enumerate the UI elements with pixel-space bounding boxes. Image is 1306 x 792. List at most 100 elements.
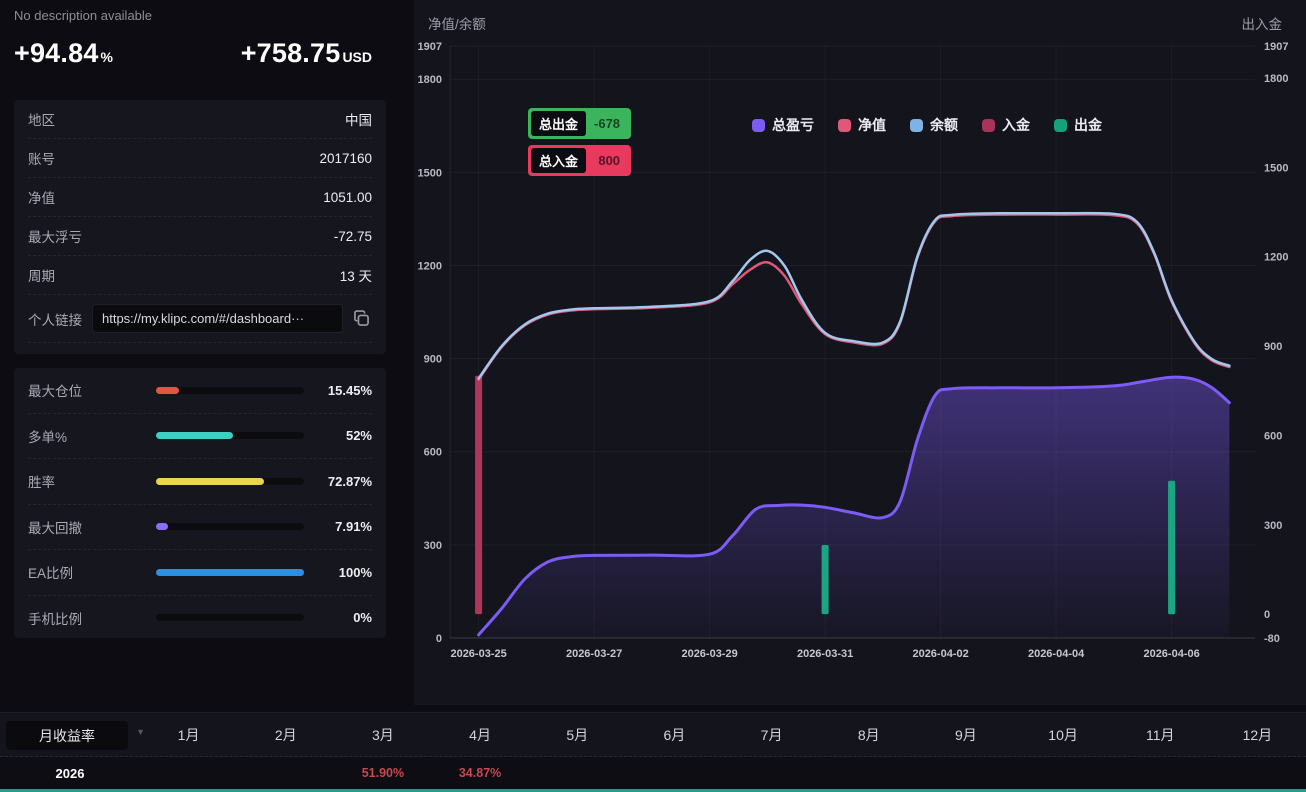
month-return-value: 34.87% [458, 766, 502, 780]
legend-swatch-icon [752, 118, 765, 132]
summary-badge-value: -678 [594, 116, 621, 131]
stat-bar-fill [156, 386, 179, 394]
legend-swatch-icon [982, 118, 995, 132]
line-pnl[interactable] [477, 375, 1231, 637]
legend-item[interactable]: 入金 [982, 115, 1030, 135]
legend-item[interactable]: 总盈亏 [752, 115, 814, 135]
svg-text:300: 300 [424, 540, 442, 552]
svg-text:2026-04-04: 2026-04-04 [1028, 648, 1085, 660]
month-header: 2月 [274, 726, 297, 743]
stat-row: 手机比例 0% [28, 596, 372, 641]
month-header: 10月 [1048, 726, 1078, 743]
account-info-panel: 地区 中国账号 2017160 净值 1051.00 最大浮亏 -72.75 周期 13 天 个… [14, 100, 386, 354]
stat-label: 胜率 [28, 475, 55, 491]
year-label: 2026 [55, 765, 85, 781]
account-row-value: 2017160 [319, 150, 372, 166]
svg-text:-80: -80 [1264, 633, 1280, 645]
gain-amount-value: +758.75 [240, 38, 341, 68]
account-row-label: 周期 [28, 269, 55, 284]
stat-bar-track [156, 523, 304, 531]
stat-bar-fill [156, 523, 168, 531]
svg-text:2026-03-25: 2026-03-25 [450, 648, 506, 660]
account-row-label: 地区 [28, 113, 55, 128]
stat-row: 最大回撤 7.91% [28, 505, 372, 550]
left-axis-title: 净值/余额 [428, 17, 486, 32]
legend-item[interactable]: 净值 [838, 115, 886, 135]
stat-bar-track [156, 477, 304, 485]
summary-badge: 总入金 800 [528, 145, 632, 176]
svg-text:2026-04-06: 2026-04-06 [1143, 648, 1199, 660]
svg-text:0: 0 [1264, 609, 1270, 621]
stat-bar-track [156, 614, 304, 622]
legend-item[interactable]: 出金 [1054, 115, 1102, 135]
legend-item[interactable]: 余额 [910, 115, 958, 135]
svg-text:0: 0 [436, 633, 442, 645]
svg-text:1500: 1500 [1264, 162, 1288, 174]
stat-label: 多单% [28, 429, 68, 445]
legend-label: 总盈亏 [772, 117, 814, 133]
account-row-value: -72.75 [333, 228, 372, 244]
svg-text:1907: 1907 [1264, 41, 1288, 53]
svg-text:1907: 1907 [418, 41, 442, 53]
bar-deposit[interactable] [475, 375, 483, 615]
gain-percent-unit: % [100, 49, 113, 65]
copy-icon [354, 310, 369, 326]
svg-text:2026-04-02: 2026-04-02 [912, 648, 968, 660]
summary-badge-label: 总出金 [531, 111, 587, 136]
account-row-label: 账号 [28, 152, 55, 167]
legend-swatch-icon [1054, 118, 1067, 132]
chart-panel: 净值/余额 出入金 总出金 -678 总入金 800 总盈亏 净值 余额 入金 出金 0 300… [414, 0, 1306, 705]
svg-text:1800: 1800 [1264, 73, 1288, 85]
stat-value: 0% [353, 610, 372, 626]
account-row: 周期 13 天 [28, 256, 372, 295]
stats-panel: 最大仓位 15.45% 多单% 52% 胜率 72.87% 最大回撤 7.91% EA比例 100… [14, 368, 386, 638]
svg-text:300: 300 [1264, 520, 1282, 532]
monthly-selector-label: 月收益率 [39, 727, 95, 744]
summary-badge: 总出金 -678 [528, 108, 632, 139]
legend-label: 入金 [1002, 117, 1030, 133]
account-row-value: 13 天 [339, 269, 372, 284]
month-header: 7月 [760, 726, 783, 743]
pnl-area [478, 377, 1230, 638]
stats-list: 最大仓位 15.45% 多单% 52% 胜率 72.87% 最大回撤 7.91% EA比例 100… [28, 368, 372, 640]
svg-text:900: 900 [1264, 341, 1282, 353]
personal-link-label: 个人链接 [28, 312, 82, 328]
dropdown-caret-icon: ▾ [138, 727, 144, 738]
month-header: 1月 [177, 726, 200, 743]
legend-label: 净值 [858, 117, 886, 133]
stat-value: 100% [338, 564, 372, 580]
stat-label: EA比例 [28, 566, 74, 582]
personal-link-input[interactable]: https://my.klipc.com/#/dashboard··· [92, 304, 343, 333]
personal-link-row: 个人链接 https://my.klipc.com/#/dashboard··· [28, 295, 372, 343]
account-row-value: 1051.00 [323, 189, 372, 205]
svg-text:2026-03-31: 2026-03-31 [797, 648, 853, 660]
monthly-selector[interactable]: 月收益率 [6, 721, 128, 750]
axis-tick-labels: 0 300 600 900 1200 1500 1800 1907 -80 0 300 600 900 1… [418, 41, 1289, 660]
account-row: 地区 中国 [28, 100, 372, 139]
performance-chart[interactable]: 0 300 600 900 1200 1500 1800 1907 -80 0 300 600 900 1… [414, 0, 1306, 705]
svg-text:1500: 1500 [418, 167, 442, 179]
stat-row: 胜率 72.87% [28, 459, 372, 505]
svg-text:2026-03-29: 2026-03-29 [681, 648, 737, 660]
account-row-label: 净值 [28, 191, 55, 206]
copy-button[interactable] [351, 308, 372, 329]
stat-bar-track [156, 386, 304, 394]
bar-withdraw[interactable] [821, 545, 829, 615]
bar-withdraw[interactable] [1168, 480, 1176, 615]
month-header: 11月 [1145, 726, 1175, 743]
monthly-selector-cell: 月收益率 ▾ [0, 713, 144, 756]
total-gain-amount: +758.75 USD [241, 38, 372, 69]
stat-row: 多单% 52% [28, 414, 372, 459]
account-row: 净值 1051.00 [28, 178, 372, 217]
line-balance[interactable] [477, 211, 1231, 380]
stat-row: 最大仓位 15.45% [28, 368, 372, 414]
account-row-value: 中国 [345, 113, 372, 128]
line-equity[interactable] [477, 213, 1231, 381]
month-header: 5月 [566, 726, 589, 743]
stat-value: 7.91% [335, 519, 372, 535]
account-row-label: 最大浮亏 [28, 230, 82, 245]
account-row: 最大浮亏 -72.75 [28, 217, 372, 256]
legend-label: 出金 [1074, 117, 1102, 133]
right-axis-title: 出入金 [1241, 17, 1283, 32]
monthly-returns-values: 2026 51.90% 34.87% [0, 757, 1306, 789]
